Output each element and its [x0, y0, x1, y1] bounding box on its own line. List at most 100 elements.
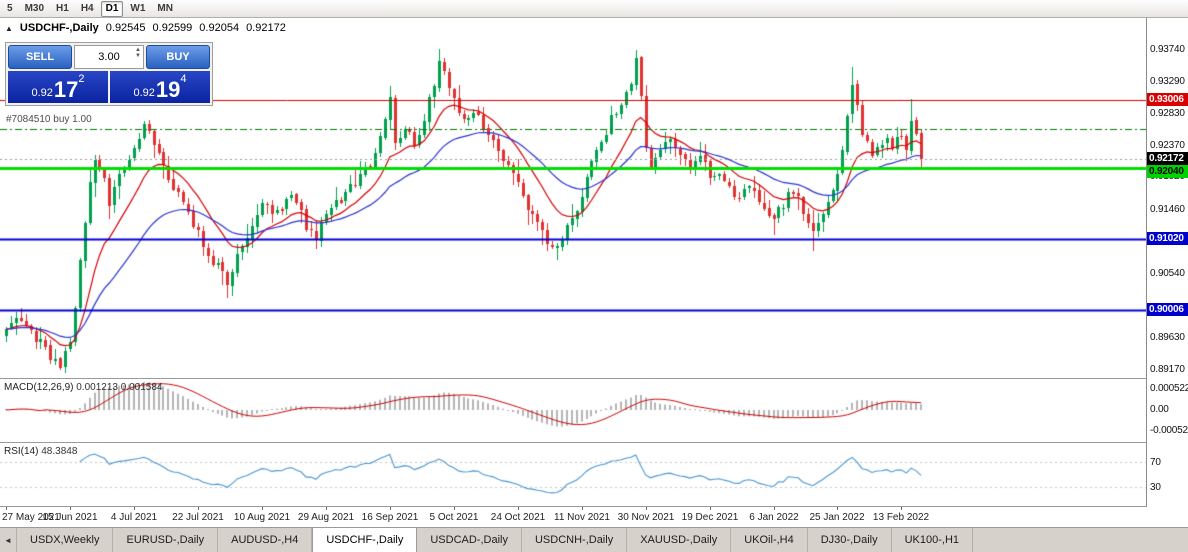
ohlc-low: 0.92054 — [199, 22, 240, 34]
time-axis-label: 5 Oct 2021 — [429, 512, 479, 523]
time-axis-label: 4 Jul 2021 — [110, 512, 158, 523]
timeframe-button-h4[interactable]: H4 — [80, 2, 94, 14]
macd-axis-label: 0.00 — [1150, 404, 1169, 415]
timeframe-button-w1[interactable]: W1 — [130, 2, 146, 14]
time-axis-label: 22 Jul 2021 — [172, 512, 224, 523]
macd-signal-value: 0.001584 — [120, 382, 163, 393]
buy-price-prefix: 0.92 — [133, 87, 155, 99]
time-axis-label: 27 May 2021 — [2, 512, 60, 523]
time-axis-tick — [901, 507, 902, 510]
symbol-tab-eurusd-daily[interactable]: EURUSD-,Daily — [113, 528, 219, 552]
rsi-value: 48.3848 — [41, 446, 78, 457]
rsi-indicator-label: RSI(14) 48.3848 — [4, 446, 78, 457]
time-axis-label: 24 Oct 2021 — [490, 512, 546, 523]
chart-ohlc-header: ▲ USDCHF-,Daily 0.92545 0.92599 0.92054 … — [5, 22, 286, 34]
time-axis-label: 16 Sep 2021 — [361, 512, 419, 523]
time-axis-tick — [454, 507, 455, 510]
timeframe-button-5[interactable]: 5 — [7, 2, 13, 14]
symbol-tab-usdcnh-daily[interactable]: USDCNH-,Daily — [522, 528, 628, 552]
rsi-level-label: 30 — [1150, 482, 1161, 493]
time-axis-label: 19 Dec 2021 — [681, 512, 739, 523]
sell-price-pips: 17 — [53, 77, 79, 103]
volume-value: 3.00 — [98, 51, 120, 63]
macd-axis-label: 0.000522 — [1150, 383, 1188, 394]
price-axis-label: 0.93740 — [1150, 44, 1185, 55]
symbol-tab-dj30-daily[interactable]: DJ30-,Daily — [808, 528, 892, 552]
price-axis-label: 0.90540 — [1150, 268, 1185, 279]
time-axis-label: 6 Jan 2022 — [749, 512, 799, 523]
price-level-badge: 0.93006 — [1147, 93, 1188, 106]
symbol-tab-usdx-weekly[interactable]: USDX,Weekly — [17, 528, 114, 552]
time-axis-label: 29 Aug 2021 — [297, 512, 355, 523]
tab-scroll-left-icon[interactable]: ◄ — [0, 528, 17, 552]
buy-price-display[interactable]: 0.92 19 4 — [110, 71, 210, 103]
time-axis-tick — [582, 507, 583, 510]
time-axis-tick — [774, 507, 775, 510]
price-axis-label: 0.91460 — [1150, 204, 1185, 215]
symbol-tab-usdcad-daily[interactable]: USDCAD-,Daily — [417, 528, 522, 552]
sell-price-point: 2 — [78, 73, 85, 85]
price-level-badge: 0.92172 — [1147, 152, 1188, 165]
macd-indicator-label: MACD(12,26,9) 0.001213 0.001584 — [4, 382, 163, 393]
time-axis-label: 13 Feb 2022 — [872, 512, 930, 523]
panel-separator[interactable] — [0, 442, 1188, 443]
rsi-panel-canvas[interactable] — [0, 443, 1146, 506]
time-axis-tick — [518, 507, 519, 510]
time-axis-tick — [837, 507, 838, 510]
collapse-trade-panel-icon[interactable]: ▲ — [5, 23, 13, 33]
time-axis-label: 15 Jun 2021 — [42, 512, 98, 523]
buy-price-point: 4 — [180, 73, 187, 85]
time-axis-label: 10 Aug 2021 — [233, 512, 291, 523]
time-axis-tick — [262, 507, 263, 510]
ohlc-open: 0.92545 — [105, 22, 146, 34]
sell-button[interactable]: SELL — [8, 45, 72, 69]
price-level-badge: 0.91020 — [1147, 232, 1188, 245]
symbol-tab-ukoil-h4[interactable]: UKOil-,H4 — [731, 528, 808, 552]
time-axis-tick — [390, 507, 391, 510]
buy-button[interactable]: BUY — [146, 45, 210, 69]
time-axis-tick — [134, 507, 135, 510]
time-axis-label: 30 Nov 2021 — [617, 512, 675, 523]
macd-axis-label: -0.000522 — [1150, 425, 1188, 436]
timeframe-button-h1[interactable]: H1 — [56, 2, 69, 14]
ohlc-close: 0.92172 — [246, 22, 286, 34]
price-axis-label: 0.89630 — [1150, 332, 1185, 343]
one-click-trading-panel: SELL 3.00 ▲ ▼ BUY 0.92 17 2 0.92 19 4 — [5, 42, 213, 106]
chart-symbol-title: USDCHF-,Daily — [19, 22, 99, 34]
symbol-tab-xauusd-daily[interactable]: XAUUSD-,Daily — [627, 528, 732, 552]
time-axis[interactable]: 27 May 2021 15 Jun 2021 4 Jul 2021 22 Jul 2… — [0, 507, 1188, 527]
ohlc-high: 0.92599 — [152, 22, 193, 34]
timeframe-button-d1[interactable]: D1 — [100, 0, 124, 17]
price-level-badge: 0.92040 — [1147, 165, 1188, 178]
rsi-level-label: 70 — [1150, 457, 1161, 468]
time-axis-tick — [6, 507, 7, 510]
time-axis-label: 11 Nov 2021 — [554, 512, 610, 523]
price-axis-label: 0.92830 — [1150, 108, 1185, 119]
price-axis-label: 0.92370 — [1150, 140, 1185, 151]
volume-field[interactable]: 3.00 ▲ ▼ — [74, 45, 144, 69]
sell-price-prefix: 0.92 — [31, 87, 53, 99]
symbol-tab-audusd-h4[interactable]: AUDUSD-,H4 — [218, 528, 313, 552]
time-axis-tick — [646, 507, 647, 510]
panel-separator[interactable] — [0, 378, 1188, 379]
panel-separator[interactable] — [0, 506, 1188, 507]
price-axis-label: 0.89170 — [1150, 364, 1185, 375]
open-position-label[interactable]: #7084510 buy 1.00 — [6, 114, 92, 125]
timeframe-button-mn[interactable]: MN — [157, 2, 173, 14]
price-axis-label: 0.93290 — [1150, 76, 1185, 87]
time-axis-tick — [198, 507, 199, 510]
volume-spinner-icon[interactable]: ▲ ▼ — [135, 47, 141, 59]
sell-price-display[interactable]: 0.92 17 2 — [8, 71, 108, 103]
timeframe-button-m30[interactable]: M30 — [24, 2, 45, 14]
macd-panel-canvas[interactable] — [0, 379, 1146, 442]
time-axis-tick — [70, 507, 71, 510]
time-axis-label: 25 Jan 2022 — [809, 512, 865, 523]
time-axis-tick — [710, 507, 711, 510]
buy-price-pips: 19 — [155, 77, 181, 103]
time-axis-tick — [326, 507, 327, 510]
price-scale[interactable]: 0.937400.932900.928300.923700.919200.914… — [1146, 18, 1188, 507]
symbol-tab-uk100-h1[interactable]: UK100-,H1 — [892, 528, 974, 552]
symbol-tab-bar: ◄ USDX,Weekly EURUSD-,Daily AUDUSD-,H4 USDC… — [0, 527, 1188, 552]
symbol-tab-usdchf-daily[interactable]: USDCHF-,Daily — [312, 528, 418, 552]
